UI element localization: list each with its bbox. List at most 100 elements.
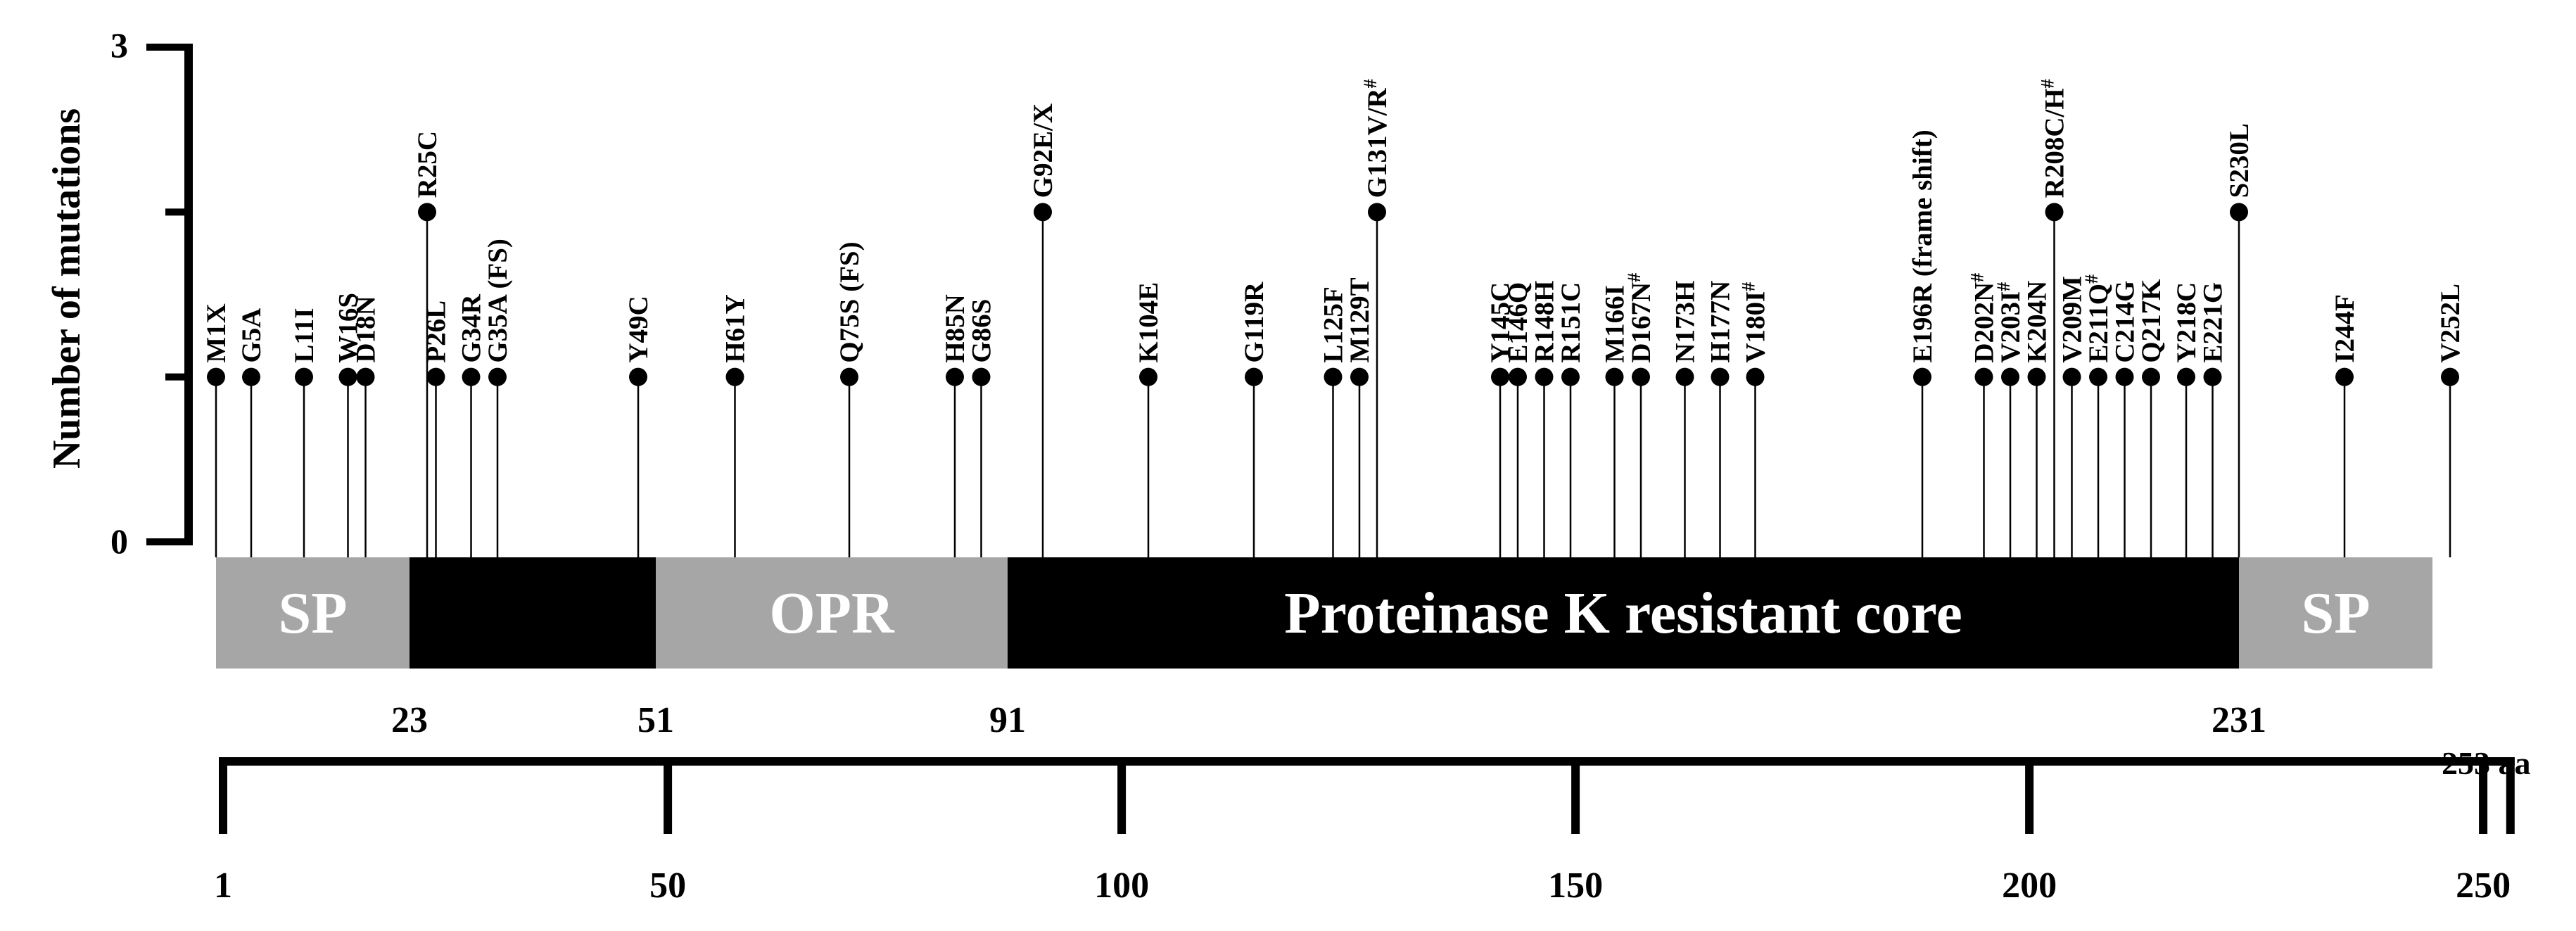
mutation-label: G119R — [1239, 281, 1269, 363]
mutation-stems — [215, 212, 2451, 557]
mutation-dot — [418, 203, 436, 222]
ruler-tick-label: 50 — [649, 866, 686, 906]
boundary-label: 91 — [989, 700, 1026, 740]
mutation-label: E211Q# — [2081, 274, 2114, 363]
mutation-dot — [488, 367, 507, 386]
mutation-label: H85N — [940, 294, 970, 363]
mutation-dot — [1913, 367, 1931, 386]
mutation-dot — [2027, 367, 2046, 386]
mutation-dot — [972, 367, 991, 386]
domain-segment — [216, 557, 410, 669]
mutation-label: E221G — [2198, 282, 2228, 363]
mutation-label: Q217K — [2136, 279, 2166, 363]
mutation-label: S230L — [2224, 123, 2254, 198]
mutation-note-mark: # — [1739, 282, 1759, 291]
mutation-dot — [356, 367, 375, 386]
mutation-label: R25C — [412, 131, 443, 198]
mutation-label: Y145C — [1485, 282, 1516, 363]
mutation-label: C214G — [2110, 281, 2140, 363]
mutation-dot — [1535, 367, 1554, 386]
mutation-label: M166I — [1600, 285, 1630, 363]
mutation-dot — [629, 367, 647, 386]
mutation-label: G5A — [236, 308, 267, 363]
mutation-label: D18N — [351, 296, 381, 362]
y-axis: 3 0 Number of mutations — [45, 25, 193, 561]
domain-label: SP — [2301, 581, 2370, 646]
mutation-dot — [2335, 367, 2354, 386]
mutation-dot — [338, 367, 357, 386]
mutation-dot — [2203, 367, 2222, 386]
boundary-label: 231 — [2212, 700, 2266, 740]
mutation-label: L11I — [289, 308, 319, 363]
mutation-dot — [1605, 367, 1624, 386]
mutation-dot — [1324, 367, 1343, 386]
mutation-label: K204N — [2022, 281, 2052, 363]
mutation-dot — [462, 367, 481, 386]
ruler-tick-label: 1 — [214, 866, 232, 906]
domain-bar: SP OPR Proteinase K resistant core SP — [216, 557, 2432, 669]
domain-label: OPR — [769, 581, 895, 646]
mutation-dot — [1245, 367, 1263, 386]
domain-segment — [410, 557, 656, 669]
mutation-label: M129T — [1345, 277, 1375, 362]
mutation-dots — [207, 203, 2459, 386]
mutation-dot — [725, 367, 744, 386]
mutation-label: G34R — [457, 293, 487, 362]
domain-boundary-labels: 23 51 91 231 — [391, 700, 2266, 740]
mutation-label: G35A (FS) — [483, 239, 513, 363]
mutation-dot — [1711, 367, 1730, 386]
mutation-dot — [1509, 367, 1527, 386]
boundary-label: 23 — [391, 700, 428, 740]
mutation-label: N173H — [1670, 281, 1701, 363]
mutation-label: H61Y — [721, 294, 751, 363]
mutation-label: R208C/H# — [2038, 79, 2070, 198]
mutation-label: H177N — [1706, 281, 1736, 363]
mutation-note-mark: # — [2081, 274, 2102, 284]
mutation-label: Y49C — [623, 296, 654, 362]
mutation-dot — [1561, 367, 1580, 386]
mutation-dot — [2001, 367, 2019, 386]
mutation-dot — [840, 367, 858, 386]
mutation-note-mark: # — [1360, 79, 1381, 88]
mutation-dot — [426, 367, 445, 386]
y-tick-label: 0 — [110, 521, 128, 561]
mutation-dot — [1350, 367, 1369, 386]
mutation-note-mark: # — [1993, 282, 2014, 291]
ruler-tick-label: 250 — [2456, 866, 2511, 906]
mutation-label: Y218C — [2171, 282, 2202, 363]
mutation-label: E146Q — [1503, 282, 1533, 363]
mutation-label: E196R (frame shift) — [1908, 129, 1938, 362]
mutation-dot — [1746, 367, 1765, 386]
mutation-note-mark: # — [1624, 273, 1644, 282]
mutation-dot — [2062, 367, 2081, 386]
mutation-label: M1X — [201, 303, 231, 362]
mutation-dot — [1034, 203, 1052, 222]
mutation-note-mark: # — [2038, 79, 2058, 88]
mutation-dot — [1368, 203, 1386, 222]
mutation-dot — [2045, 203, 2064, 222]
mutation-dot — [2441, 367, 2459, 386]
ruler-length-label: 253 aa — [2442, 745, 2531, 781]
mutation-note-mark: # — [1967, 273, 1988, 282]
mutation-label: Q75S (FS) — [835, 241, 865, 362]
mutation-label: V252L — [2435, 284, 2466, 363]
mutation-label: V180I# — [1739, 282, 1771, 363]
mutation-dot — [207, 367, 225, 386]
mutation-dot — [295, 367, 313, 386]
mutation-label: K104E — [1134, 282, 1164, 363]
domain-segment — [1008, 557, 2239, 669]
mutation-dot — [1139, 367, 1157, 386]
mutation-label: V209M — [2057, 276, 2088, 362]
mutation-dot — [2115, 367, 2134, 386]
mutation-dot — [242, 367, 260, 386]
y-tick-label: 3 — [110, 25, 128, 65]
ruler-tick-label: 200 — [2002, 866, 2057, 906]
mutation-label: V203I# — [1993, 282, 2026, 363]
mutation-label: D202N# — [1967, 273, 2000, 363]
mutation-dot — [2142, 367, 2160, 386]
mutation-dot — [1491, 367, 1509, 386]
domain-segment — [2239, 557, 2432, 669]
